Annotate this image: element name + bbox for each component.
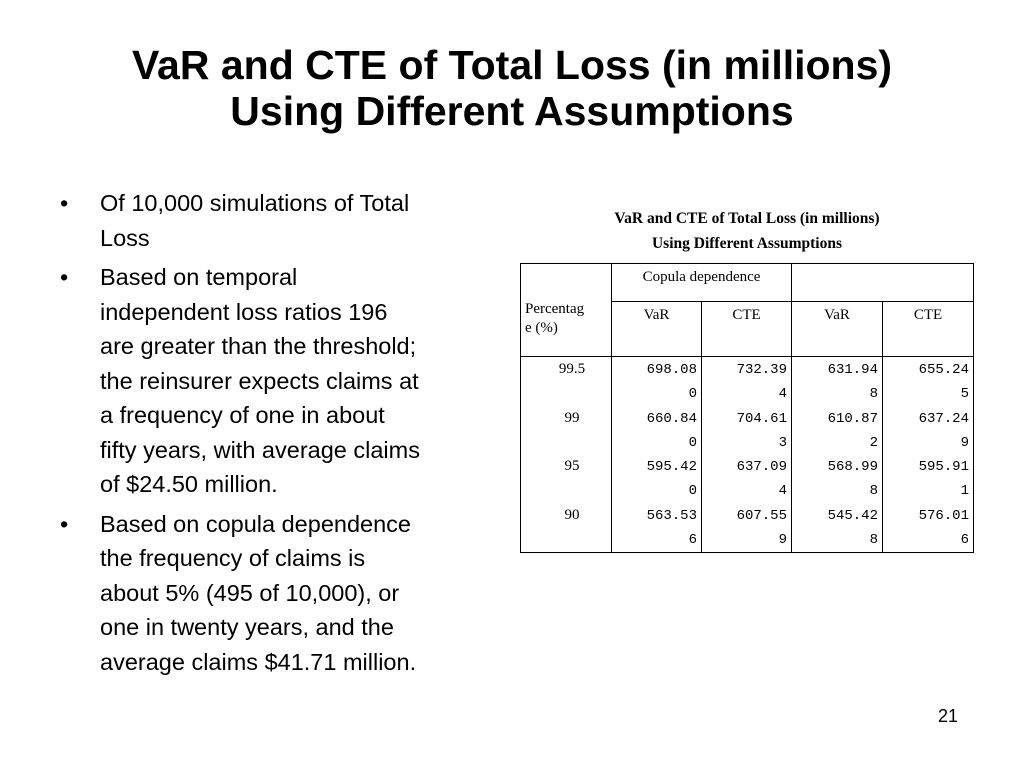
results-table: Percentag e (%) Copula dependence VaR CT… <box>520 263 974 553</box>
percentage-header-line: e (%) <box>525 320 558 336</box>
value-line: 6 <box>688 531 697 548</box>
value-cell: 576.01 6 <box>883 504 969 553</box>
value-line: 2 <box>869 434 878 451</box>
bullet-line: fifty years, with average claims <box>100 436 420 463</box>
bullet-list: • Of 10,000 simulations of Total Loss • … <box>60 186 500 684</box>
value-column: 732.39 4 704.61 3 637.09 4 607.55 9 <box>701 356 792 553</box>
value-line: 698.08 <box>646 362 697 378</box>
slide-title-line-2: Using Different Assumptions <box>230 88 794 134</box>
value-cell: 637.24 9 <box>883 407 969 456</box>
bullet-item: • Of 10,000 simulations of Total Loss <box>60 186 500 255</box>
value-line: 9 <box>960 434 969 451</box>
column-header-cte: CTE <box>701 301 792 357</box>
value-line: 4 <box>778 483 787 499</box>
column-header-var: VaR <box>611 301 702 357</box>
value-cell: 660.84 0 <box>612 407 697 456</box>
percentage-cell: 99.5 <box>558 361 586 377</box>
value-column: 631.94 8 610.87 2 568.99 8 545.42 8 <box>791 356 883 553</box>
value-line: 607.55 <box>736 507 787 524</box>
table-subheader-row: VaR CTE VaR CTE <box>521 301 974 357</box>
slide-title-line-1: VaR and CTE of Total Loss (in millions) <box>131 42 893 88</box>
value-line: 3 <box>778 434 787 451</box>
value-line: 8 <box>869 386 878 402</box>
percentage-header: Percentag e (%) <box>520 263 612 357</box>
value-line: 732.39 <box>736 362 787 378</box>
bullet-line: the frequency of claims is <box>100 545 366 571</box>
page-number: 21 <box>938 706 959 726</box>
value-line: 6 <box>960 531 969 548</box>
value-line: 637.09 <box>736 459 787 475</box>
value-line: 545.42 <box>827 507 878 524</box>
value-line: 595.42 <box>646 459 697 475</box>
bullet-line: the reinsurer expects claims at <box>100 367 419 394</box>
value-line: 5 <box>960 386 969 402</box>
value-line: 563.53 <box>646 507 697 524</box>
bullet-item: • Based on temporal independent loss rat… <box>60 260 500 502</box>
column-header-var: VaR <box>791 301 883 357</box>
bullet-item: • Based on copula dependence the frequen… <box>60 507 500 680</box>
value-line: 8 <box>869 483 878 499</box>
value-cell: 704.61 3 <box>702 407 787 456</box>
table-body-row: 99.5 99 95 90 698.08 0 660.84 0 595.42 0 56… <box>520 356 974 553</box>
bullet-marker: • <box>60 510 69 537</box>
value-line: 0 <box>688 386 697 402</box>
bullet-line: Loss <box>100 224 150 251</box>
value-cell: 698.08 0 <box>612 358 697 407</box>
value-line: 595.91 <box>918 459 969 475</box>
value-cell: 631.94 8 <box>792 358 878 407</box>
value-cell: 595.42 0 <box>612 455 697 504</box>
value-line: 576.01 <box>918 507 969 524</box>
value-line: 1 <box>960 483 969 499</box>
bullet-line: Based on temporal <box>100 264 298 290</box>
bullet-line: a frequency of one in about <box>100 402 385 428</box>
bullet-line: of $24.50 million. <box>100 471 278 497</box>
value-line: 637.24 <box>918 410 969 427</box>
value-line: 8 <box>869 531 878 548</box>
bullet-line: are greater than the threshold; <box>100 333 417 359</box>
slide-title: VaR and CTE of Total Loss (in millions) … <box>0 42 1024 134</box>
value-cell: 610.87 2 <box>792 407 878 456</box>
bullet-line: average claims $41.71 million. <box>100 648 417 675</box>
bullet-line: one in twenty years, and the <box>100 614 394 640</box>
value-column: 698.08 0 660.84 0 595.42 0 563.53 6 <box>611 356 702 553</box>
value-cell: 655.24 5 <box>883 358 969 407</box>
bullet-marker: • <box>60 190 69 216</box>
value-line: 0 <box>688 434 697 451</box>
value-line: 0 <box>688 483 697 499</box>
percentage-header-line: Percentag <box>525 301 585 317</box>
value-line: 568.99 <box>827 459 878 475</box>
table-header-row: Percentag e (%) Copula dependence <box>520 263 974 357</box>
value-line: 704.61 <box>736 410 787 427</box>
value-cell: 637.09 4 <box>702 455 787 504</box>
bullet-line: Of 10,000 simulations of Total <box>100 190 410 216</box>
group-header-independent <box>791 263 974 302</box>
table-caption: VaR and CTE of Total Loss (in millions) … <box>520 206 974 256</box>
bullet-line: about 5% (495 of 10,000), or <box>100 579 400 606</box>
value-cell: 595.91 1 <box>883 455 969 504</box>
group-header-copula: Copula dependence <box>611 263 792 302</box>
table-caption-line-1: VaR and CTE of Total Loss (in millions) <box>614 210 880 227</box>
value-cell: 732.39 4 <box>702 358 787 407</box>
bullet-line: Based on copula dependence <box>100 510 411 537</box>
value-cell: 607.55 9 <box>702 504 787 553</box>
value-cell: 563.53 6 <box>612 504 697 553</box>
percentage-column: 99.5 99 95 90 <box>520 356 612 553</box>
value-line: 610.87 <box>827 410 878 427</box>
value-line: 4 <box>778 386 787 402</box>
percentage-cell: 90 <box>564 506 580 523</box>
value-line: 631.94 <box>827 362 878 378</box>
column-header-cte: CTE <box>882 301 974 357</box>
value-cell: 545.42 8 <box>792 504 878 553</box>
percentage-cell: 95 <box>564 458 580 474</box>
bullet-line: independent loss ratios 196 <box>100 298 388 325</box>
bullet-marker: • <box>60 264 69 290</box>
value-cell: 568.99 8 <box>792 455 878 504</box>
table-caption-line-2: Using Different Assumptions <box>651 235 843 252</box>
value-column: 655.24 5 637.24 9 595.91 1 576.01 6 <box>882 356 974 553</box>
value-line: 9 <box>778 531 787 548</box>
value-line: 655.24 <box>918 362 969 378</box>
percentage-cell: 99 <box>564 409 580 426</box>
value-line: 660.84 <box>646 410 697 427</box>
